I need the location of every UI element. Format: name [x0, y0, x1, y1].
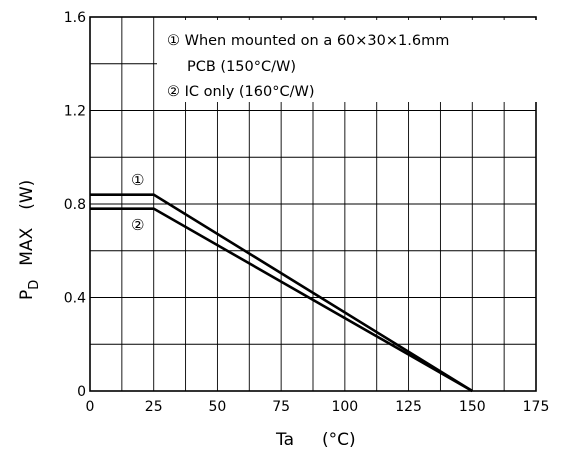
plot-frame — [89, 16, 537, 392]
svg-text:PDMAX(W): PD MAX (W) — [17, 180, 42, 300]
series-line-2 — [90, 207, 473, 393]
legend-entry-1: ① When mounted on a 60×30×1.6mm — [167, 33, 449, 49]
y-tick-label: 0.8 — [64, 197, 86, 213]
y-tick-label: 1.6 — [64, 10, 86, 26]
y-axis-unit: (W) — [17, 180, 37, 210]
tick-labels: 0 25 50 75 100 125 150 175 0 0.4 0.8 1.2 1.6 — [64, 10, 550, 415]
axis-titles: Ta (°C) PD MAX (W) — [17, 180, 356, 450]
legend: ① When mounted on a 60×30×1.6mm PCB (150… — [157, 20, 537, 102]
legend-entry-1-continued: PCB (150°C/W) — [187, 59, 296, 75]
series-marker-2-background — [128, 215, 152, 233]
x-tick-label: 25 — [145, 399, 163, 415]
x-axis-unit: (°C) — [322, 430, 356, 450]
series-line-1 — [90, 193, 473, 393]
legend-entry-2: ② IC only (160°C/W) — [167, 84, 315, 100]
x-tick-label: 150 — [459, 399, 486, 415]
series-marker-2: ② — [131, 216, 144, 234]
y-axis-symbol: P — [17, 290, 37, 300]
x-tick-label: 100 — [331, 399, 358, 415]
y-axis-title: PD MAX (W) — [17, 180, 42, 300]
x-tick-label: 0 — [86, 399, 95, 415]
x-tick-label: 50 — [209, 399, 227, 415]
series-layer — [90, 193, 473, 393]
series-marker-1: ① — [131, 171, 144, 189]
series-marker-1-background — [128, 170, 152, 188]
x-tick-label: 175 — [523, 399, 550, 415]
y-axis-label: MAX — [17, 227, 37, 265]
legend-background — [157, 20, 537, 102]
frame — [89, 16, 537, 392]
x-tick-label: 125 — [395, 399, 422, 415]
x-tick-label: 75 — [272, 399, 290, 415]
x-axis-title: Ta — [275, 430, 294, 450]
y-axis-subscript: D — [27, 280, 42, 290]
y-tick-label: 0 — [77, 384, 86, 400]
y-tick-label: 0.4 — [64, 291, 86, 307]
y-tick-label: 1.2 — [64, 104, 86, 120]
series-markers: ① ② — [128, 170, 152, 234]
